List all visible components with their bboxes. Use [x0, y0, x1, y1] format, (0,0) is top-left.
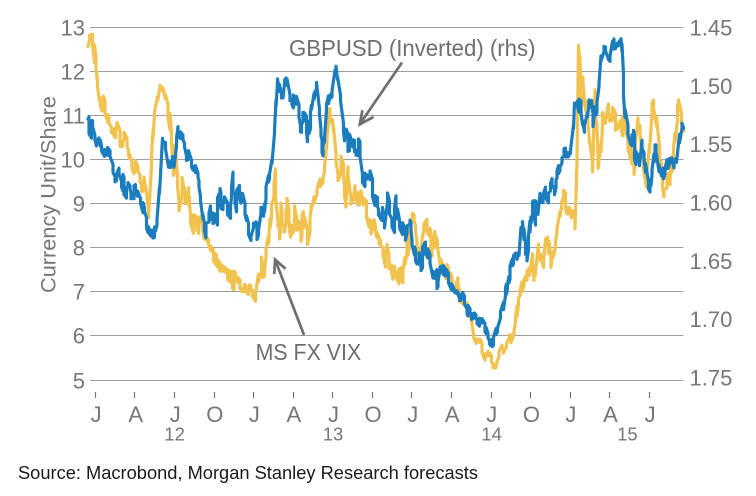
- svg-text:J: J: [328, 402, 339, 427]
- svg-text:J: J: [645, 402, 656, 427]
- svg-text:J: J: [486, 402, 497, 427]
- svg-text:1.65: 1.65: [690, 249, 733, 274]
- svg-text:5: 5: [73, 368, 85, 393]
- svg-text:J: J: [249, 402, 260, 427]
- svg-text:A: A: [287, 402, 302, 427]
- svg-text:1.60: 1.60: [690, 191, 733, 216]
- svg-text:14: 14: [481, 424, 502, 445]
- svg-text:GBPUSD (Inverted) (rhs): GBPUSD (Inverted) (rhs): [289, 35, 536, 61]
- svg-text:Currency Unit/Share: Currency Unit/Share: [37, 96, 61, 293]
- svg-text:J: J: [565, 402, 576, 427]
- svg-text:A: A: [603, 402, 618, 427]
- svg-text:7: 7: [73, 279, 85, 304]
- svg-text:13: 13: [323, 424, 344, 445]
- svg-text:12: 12: [164, 424, 185, 445]
- svg-text:8: 8: [73, 235, 85, 260]
- svg-text:O: O: [206, 402, 223, 427]
- svg-text:1.55: 1.55: [690, 132, 733, 157]
- svg-text:1.75: 1.75: [690, 366, 733, 391]
- svg-text:Source: Macrobond, Morgan Stan: Source: Macrobond, Morgan Stanley Resear…: [18, 462, 478, 483]
- svg-text:13: 13: [61, 15, 85, 40]
- svg-text:J: J: [170, 402, 181, 427]
- svg-text:1.45: 1.45: [690, 16, 733, 41]
- svg-text:11: 11: [62, 103, 85, 128]
- svg-text:O: O: [365, 402, 382, 427]
- svg-text:A: A: [128, 402, 143, 427]
- svg-text:10: 10: [61, 147, 85, 172]
- svg-text:J: J: [407, 402, 418, 427]
- svg-text:1.70: 1.70: [690, 307, 733, 332]
- svg-text:MS FX VIX: MS FX VIX: [256, 339, 362, 365]
- svg-text:15: 15: [617, 424, 638, 445]
- svg-text:12: 12: [61, 59, 85, 84]
- svg-text:O: O: [523, 402, 540, 427]
- svg-text:J: J: [91, 402, 102, 427]
- svg-text:A: A: [445, 402, 460, 427]
- svg-text:9: 9: [73, 191, 85, 216]
- svg-text:1.50: 1.50: [690, 74, 733, 99]
- svg-text:6: 6: [73, 323, 85, 348]
